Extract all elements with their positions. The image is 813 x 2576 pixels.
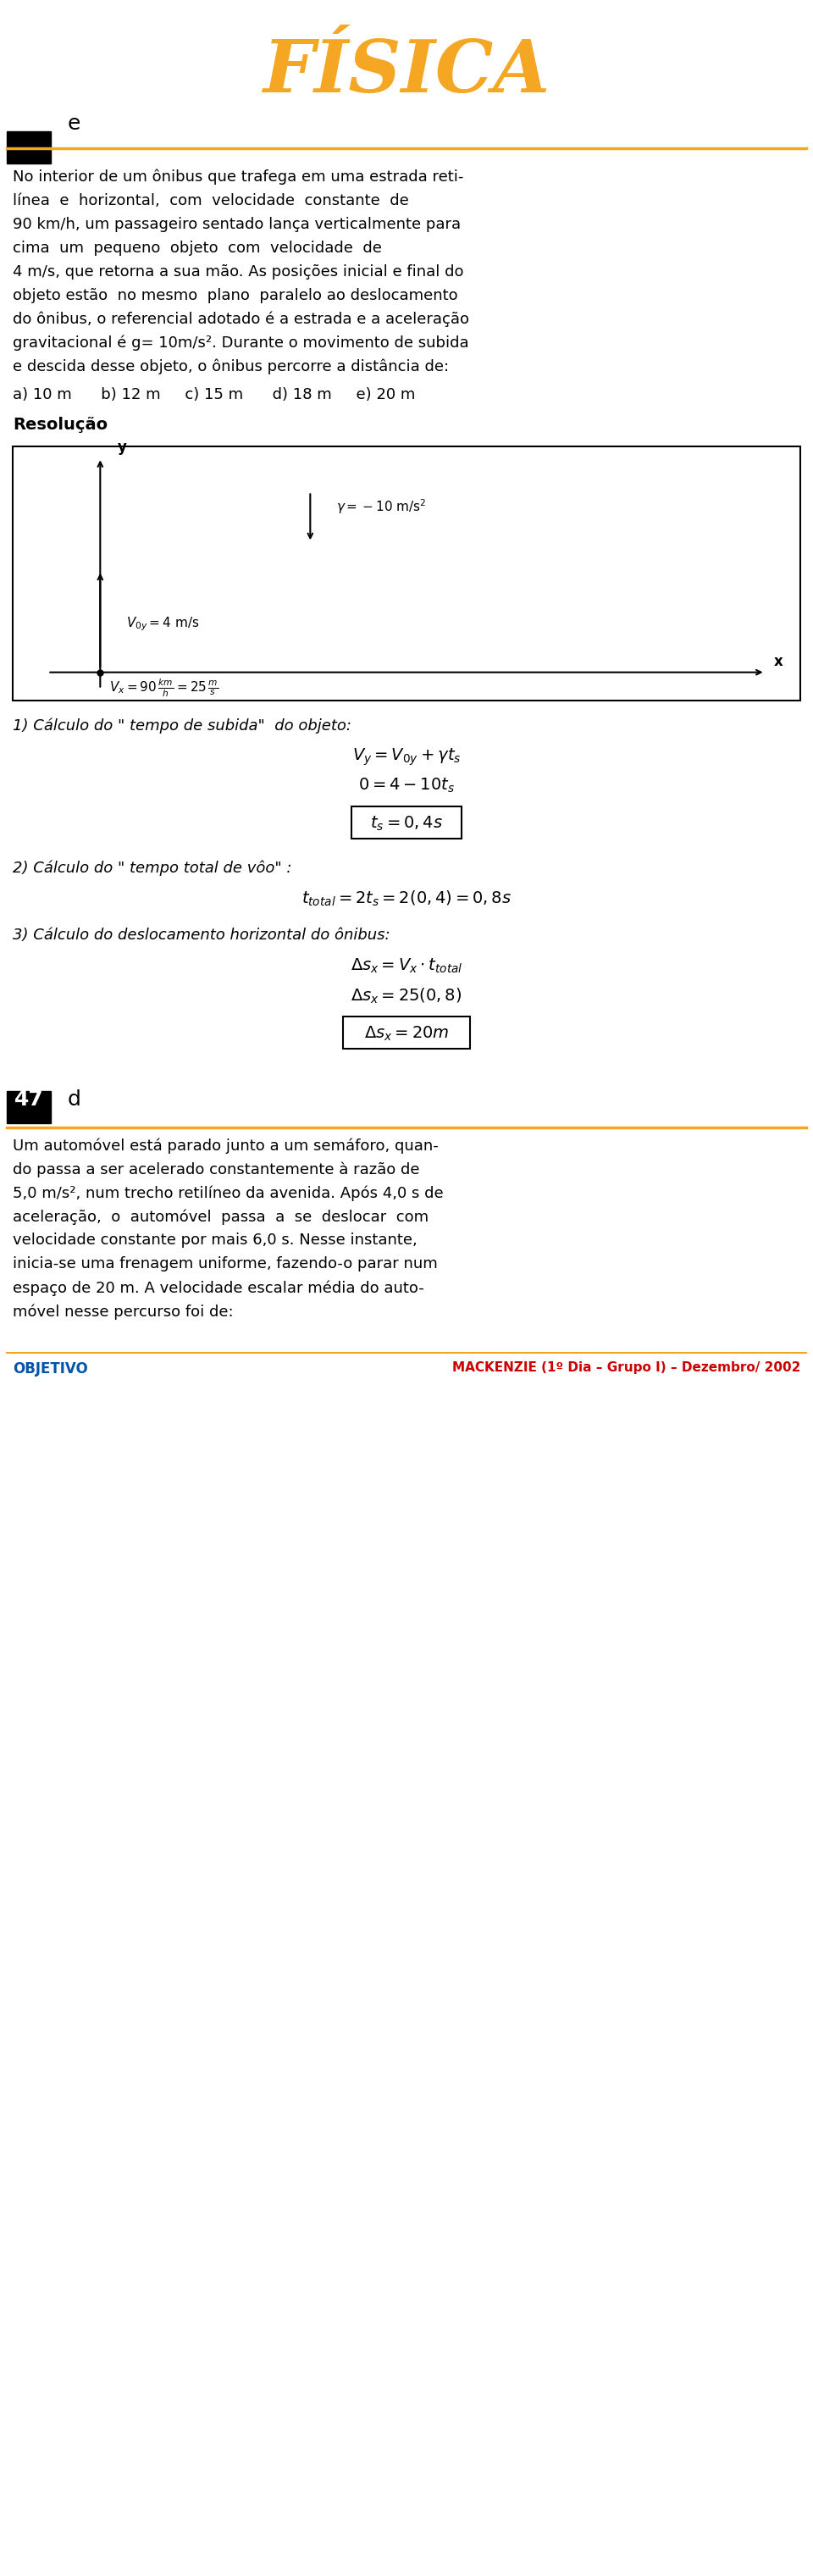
Text: objeto estão  no mesmo  plano  paralelo ao deslocamento: objeto estão no mesmo plano paralelo ao … bbox=[13, 289, 458, 304]
Text: 47: 47 bbox=[14, 1090, 44, 1110]
Text: do passa a ser acelerado constantemente à razão de: do passa a ser acelerado constantemente … bbox=[13, 1162, 420, 1177]
Text: 4 m/s, que retorna a sua mão. As posições inicial e final do: 4 m/s, que retorna a sua mão. As posiçõe… bbox=[13, 265, 463, 281]
Text: cima  um  pequeno  objeto  com  velocidade  de: cima um pequeno objeto com velocidade de bbox=[13, 240, 382, 255]
Text: x: x bbox=[774, 654, 783, 670]
Text: do ônibus, o referencial adotado é a estrada e a aceleração: do ônibus, o referencial adotado é a est… bbox=[13, 312, 469, 327]
Text: Um automóvel está parado junto a um semáforo, quan-: Um automóvel está parado junto a um semá… bbox=[13, 1139, 438, 1154]
Text: móvel nesse percurso foi de:: móvel nesse percurso foi de: bbox=[13, 1303, 233, 1319]
Text: d: d bbox=[67, 1090, 81, 1110]
Text: e descida desse objeto, o ônibus percorre a distância de:: e descida desse objeto, o ônibus percorr… bbox=[13, 358, 449, 376]
Text: 3) Cálculo do deslocamento horizontal do ônibus:: 3) Cálculo do deslocamento horizontal do… bbox=[13, 927, 390, 943]
Text: y: y bbox=[118, 440, 127, 456]
Text: e: e bbox=[67, 113, 80, 134]
Bar bbox=[7, 131, 50, 162]
Text: OBJETIVO: OBJETIVO bbox=[13, 1360, 88, 1376]
Text: aceleração,  o  automóvel  passa  a  se  deslocar  com: aceleração, o automóvel passa a se deslo… bbox=[13, 1208, 428, 1224]
Text: $V_{0y} = 4$ m/s: $V_{0y} = 4$ m/s bbox=[127, 616, 200, 634]
Text: línea  e  horizontal,  com  velocidade  constante  de: línea e horizontal, com velocidade const… bbox=[13, 193, 409, 209]
Text: $V_y = V_{0y} + \gamma t_s$: $V_y = V_{0y} + \gamma t_s$ bbox=[352, 747, 461, 768]
Text: inicia-se uma frenagem uniforme, fazendo-o parar num: inicia-se uma frenagem uniforme, fazendo… bbox=[13, 1257, 437, 1273]
Text: $\Delta s_x = V_x \cdot t_{total}$: $\Delta s_x = V_x \cdot t_{total}$ bbox=[350, 958, 463, 976]
Text: 1) Cálculo do " tempo de subida"  do objeto:: 1) Cálculo do " tempo de subida" do obje… bbox=[13, 719, 351, 734]
Text: $\Delta s_x = 20m$: $\Delta s_x = 20m$ bbox=[364, 1025, 449, 1043]
Text: 2) Cálculo do " tempo total de vôo" :: 2) Cálculo do " tempo total de vôo" : bbox=[13, 860, 292, 876]
Bar bbox=[13, 446, 800, 701]
Bar bbox=[343, 1018, 470, 1048]
Text: Resolução: Resolução bbox=[13, 417, 107, 433]
Text: $V_x = 90\,\frac{km}{h} = 25\,\frac{m}{s}$: $V_x = 90\,\frac{km}{h} = 25\,\frac{m}{s… bbox=[109, 677, 219, 698]
Text: $\gamma = -10$ m/s$^2$: $\gamma = -10$ m/s$^2$ bbox=[337, 497, 427, 515]
Text: 5,0 m/s², num trecho retilíneo da avenida. Após 4,0 s de: 5,0 m/s², num trecho retilíneo da avenid… bbox=[13, 1185, 443, 1200]
Text: espaço de 20 m. A velocidade escalar média do auto-: espaço de 20 m. A velocidade escalar méd… bbox=[13, 1280, 424, 1296]
Text: FÍSICA: FÍSICA bbox=[263, 36, 550, 108]
Text: No interior de um ônibus que trafega em uma estrada reti-: No interior de um ônibus que trafega em … bbox=[13, 170, 463, 185]
Text: 90 km/h, um passageiro sentado lança verticalmente para: 90 km/h, um passageiro sentado lança ver… bbox=[13, 216, 461, 232]
Text: a) 10 m      b) 12 m     c) 15 m      d) 18 m     e) 20 m: a) 10 m b) 12 m c) 15 m d) 18 m e) 20 m bbox=[13, 386, 415, 402]
Text: $\Delta s_x = 25(0,8)$: $\Delta s_x = 25(0,8)$ bbox=[351, 987, 462, 1005]
Text: $0 = 4 - 10t_s$: $0 = 4 - 10t_s$ bbox=[359, 778, 454, 796]
Text: 46: 46 bbox=[14, 113, 44, 134]
Text: MACKENZIE (1º Dia – Grupo I) – Dezembro/ 2002: MACKENZIE (1º Dia – Grupo I) – Dezembro/… bbox=[452, 1360, 800, 1373]
Text: gravitacional é g= 10m/s². Durante o movimento de subida: gravitacional é g= 10m/s². Durante o mov… bbox=[13, 335, 469, 350]
Text: $t_s = 0,4s$: $t_s = 0,4s$ bbox=[370, 814, 443, 832]
Bar bbox=[351, 806, 462, 840]
Text: $t_{total} = 2t_s = 2(0,4) = 0,8s$: $t_{total} = 2t_s = 2(0,4) = 0,8s$ bbox=[302, 889, 511, 909]
Text: velocidade constante por mais 6,0 s. Nesse instante,: velocidade constante por mais 6,0 s. Nes… bbox=[13, 1231, 417, 1247]
Bar bbox=[7, 1092, 50, 1123]
